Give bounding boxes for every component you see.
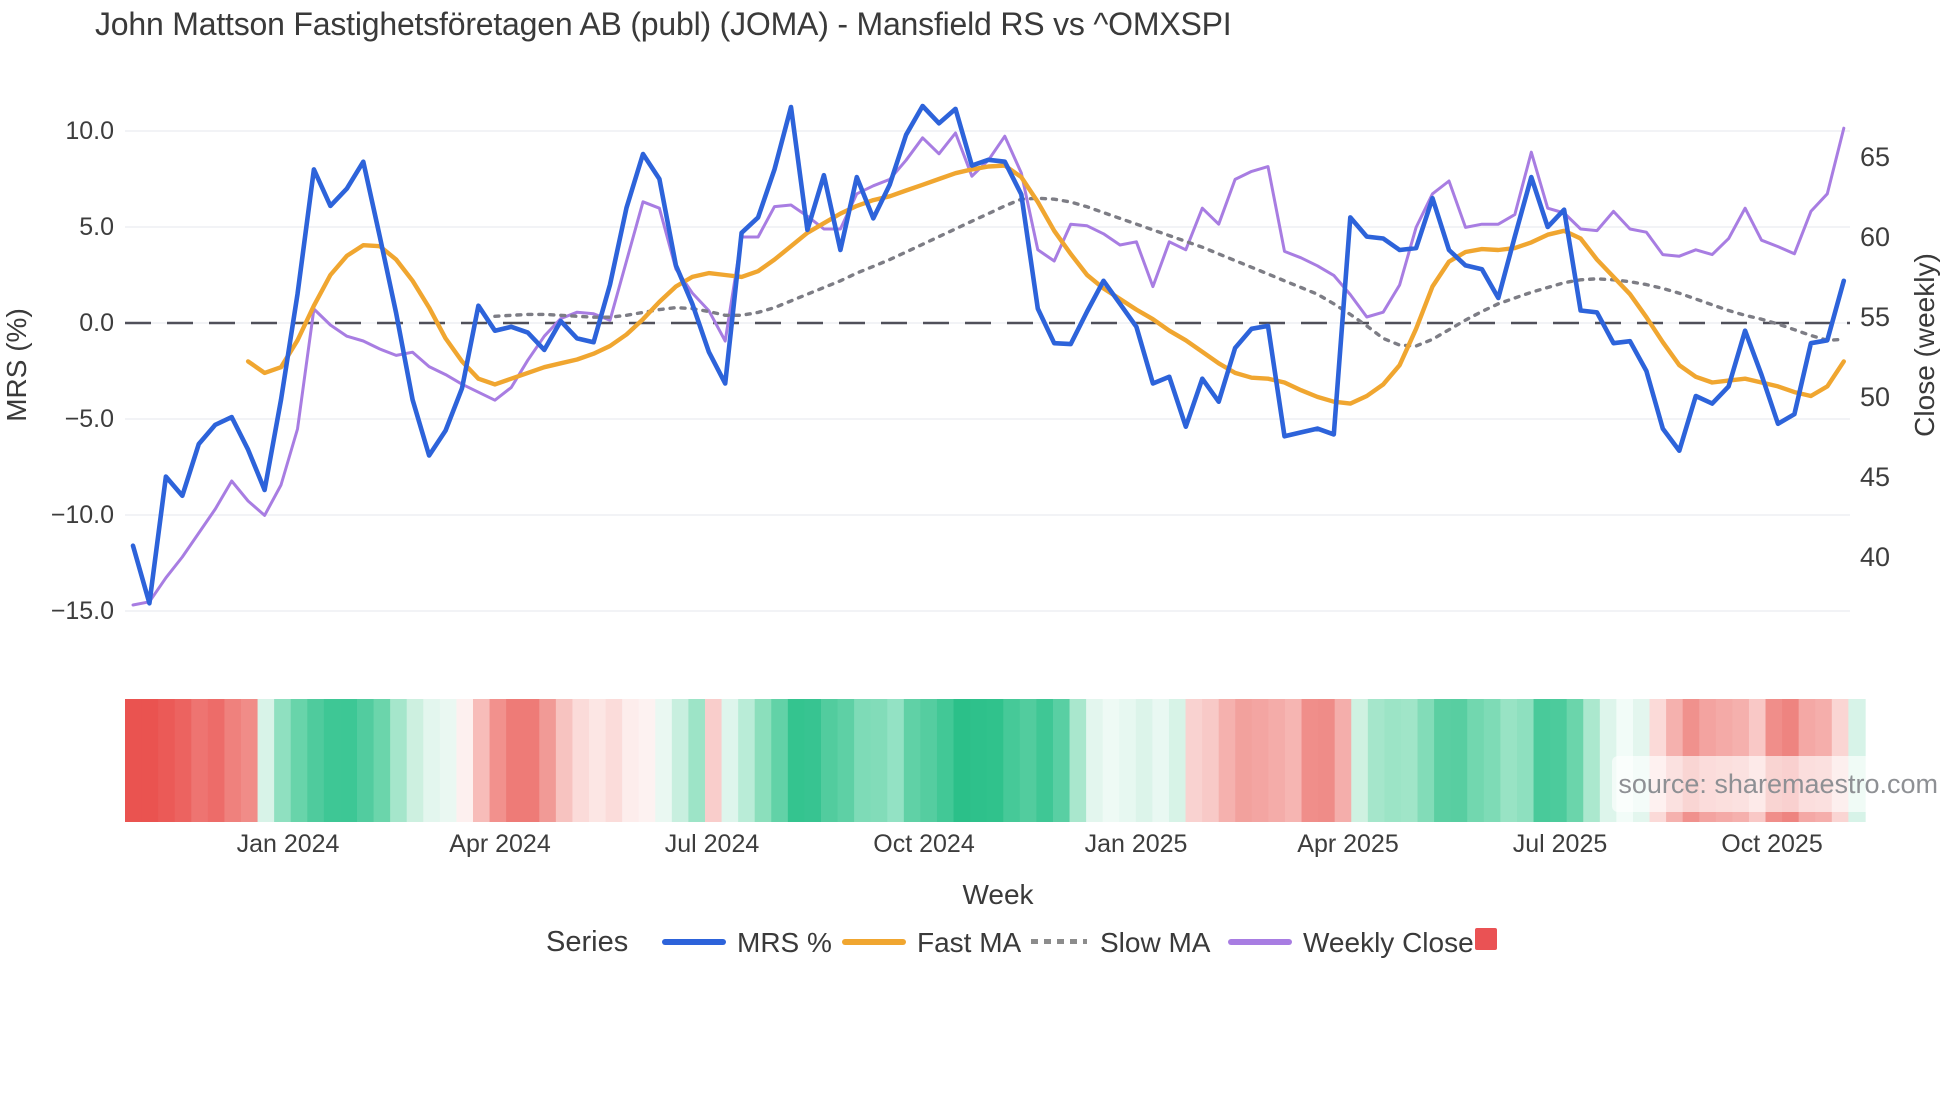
source-watermark: source: sharemaestro.com (1612, 756, 1948, 812)
right-axis-tick: 60 (1860, 222, 1891, 252)
legend-item-slow-ma: Slow MA (1100, 927, 1211, 958)
left-axis-tick: −5.0 (64, 405, 114, 433)
x-axis-tick: Oct 2024 (873, 830, 975, 858)
series-mrs (130, 103, 1847, 606)
legend-swatch-weekly-close-line (1228, 939, 1292, 945)
right-axis-title: Close (weekly) (1909, 253, 1940, 437)
legend-swatch-heat-square (1475, 928, 1497, 950)
series-slow-ma (493, 196, 1846, 348)
chart-title: John Mattson Fastighetsföretagen AB (pub… (95, 6, 1232, 42)
legend-title: Series (546, 926, 629, 958)
left-axis-tick: 5.0 (79, 213, 114, 241)
x-axis-tick: Jul 2025 (1512, 830, 1608, 858)
right-axis-tick: 50 (1860, 382, 1891, 412)
x-axis-tick: Apr 2024 (449, 830, 551, 858)
x-axis-tick: Jul 2024 (664, 830, 760, 858)
x-axis-tick: Jan 2025 (1084, 830, 1188, 858)
right-axis-tick: 55 (1860, 302, 1891, 332)
series-fast-ma (245, 163, 1847, 406)
right-axis-tick: 65 (1860, 142, 1891, 172)
left-axis-tick: −10.0 (50, 501, 114, 529)
legend-swatch-fast-ma-line (842, 939, 906, 945)
x-axis-tick: Oct 2025 (1721, 830, 1823, 858)
right-axis-tick: 45 (1860, 462, 1891, 492)
series-weekly-close (131, 126, 1846, 607)
left-axis-tick: 0.0 (79, 309, 114, 337)
gridlines (125, 130, 1850, 612)
x-axis-tick: Apr 2025 (1297, 830, 1399, 858)
legend-swatch-mrs-line (662, 939, 726, 945)
left-axis-tick: −15.0 (50, 597, 114, 625)
legend-item-mrs: MRS % (737, 927, 832, 958)
left-axis-tick: 10.0 (65, 117, 114, 145)
x-axis-tick: Jan 2024 (236, 830, 340, 858)
legend-item-fast-ma: Fast MA (917, 927, 1022, 958)
heatmap-strip (125, 699, 1866, 822)
right-axis-tick: 40 (1860, 542, 1891, 572)
legend-item-weekly-close: Weekly Close (1303, 927, 1474, 958)
x-axis-title: Week (962, 879, 1034, 910)
legend-swatch-slow-ma-line (1031, 939, 1087, 944)
